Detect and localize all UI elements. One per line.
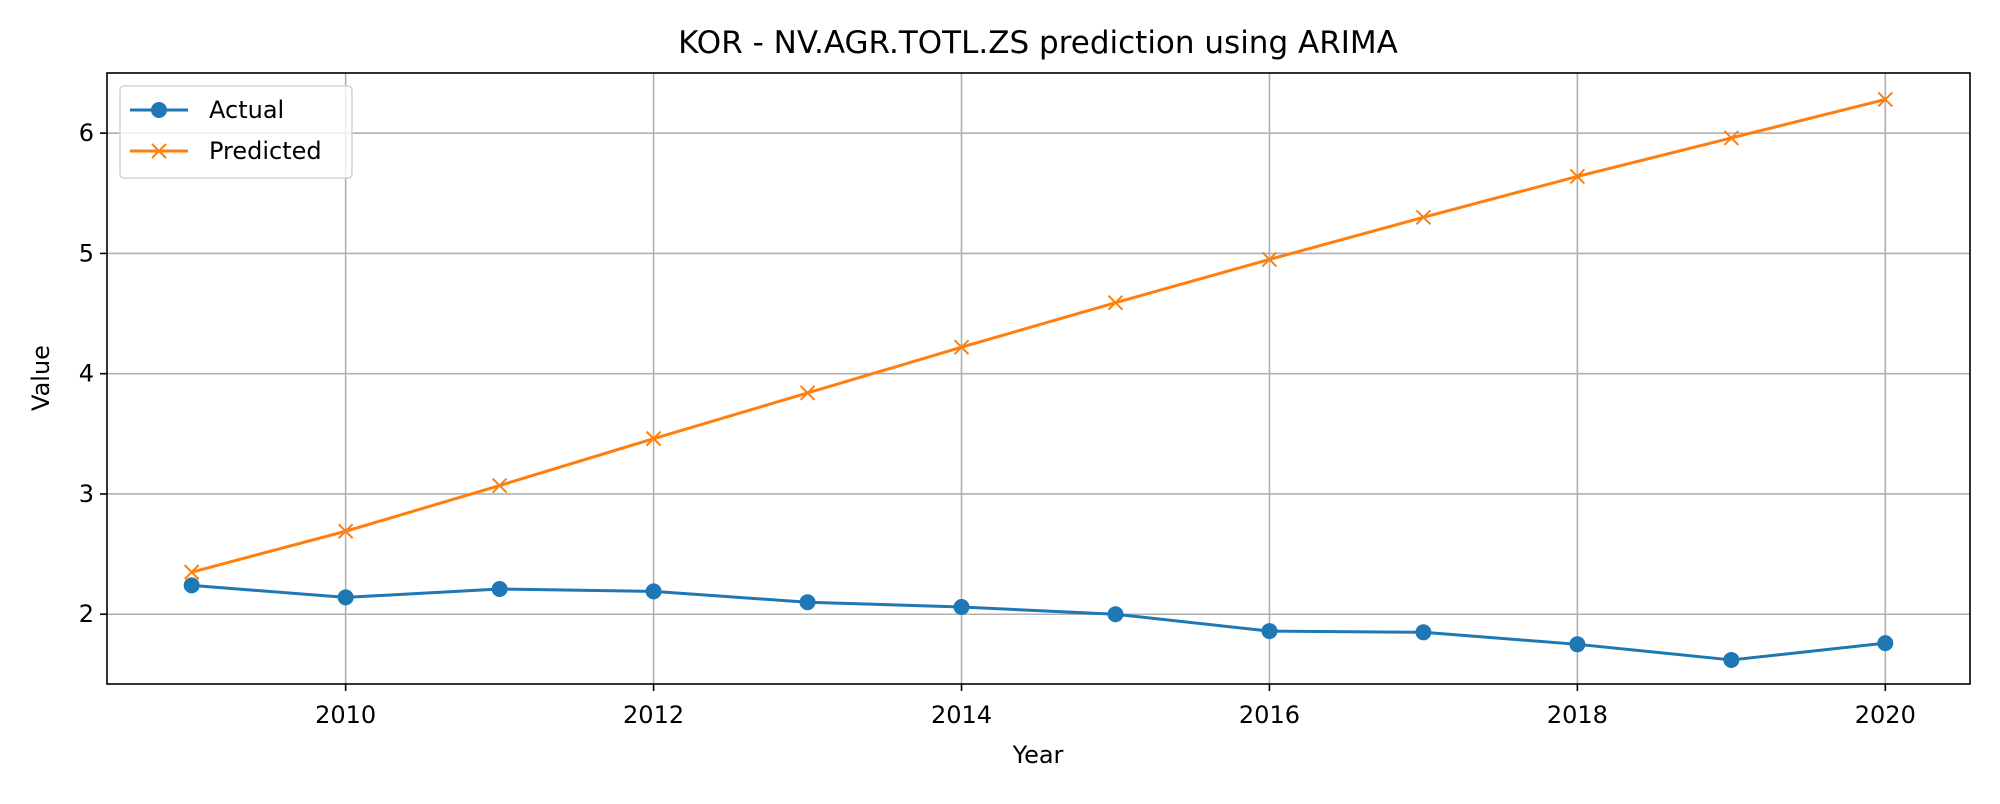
actual-point <box>1569 636 1586 653</box>
predicted-point <box>1569 168 1586 185</box>
legend-item-actual: Actual <box>130 96 284 124</box>
x-axis-label: Year <box>1012 741 1064 769</box>
predicted-point <box>183 564 200 580</box>
actual-point <box>1107 606 1124 623</box>
series-predicted <box>183 91 1894 580</box>
legend: Actual Predicted <box>119 85 353 179</box>
x-tick-label: 2012 <box>623 701 684 729</box>
chart-title: KOR - NV.AGR.TOTL.ZS prediction using AR… <box>678 25 1398 61</box>
predicted-point <box>1723 130 1740 146</box>
predicted-point <box>337 523 354 539</box>
x-tick-label: 2020 <box>1855 701 1916 729</box>
predicted-point <box>1415 209 1432 226</box>
predicted-point <box>799 385 816 401</box>
x-tick-label: 2018 <box>1547 701 1608 729</box>
y-tick-label: 5 <box>79 239 94 267</box>
actual-point <box>799 594 816 611</box>
actual-point <box>953 599 970 616</box>
actual-line <box>191 583 1886 662</box>
actual-point <box>1415 624 1432 641</box>
predicted-point <box>645 430 662 447</box>
x-tick-label: 2014 <box>931 701 992 729</box>
x-tick-label: 2010 <box>315 701 376 729</box>
series-layer <box>183 91 1894 668</box>
actual-point <box>337 589 354 606</box>
legend-label: Predicted <box>209 137 322 165</box>
axis-ticks: 2010 2012 2014 2016 2018 2020 2 3 4 5 6 <box>79 119 1916 729</box>
actual-point <box>491 580 508 597</box>
legend-label: Actual <box>209 96 284 124</box>
actual-point <box>645 583 662 600</box>
y-tick-label: 3 <box>79 480 94 508</box>
y-tick-label: 6 <box>79 119 94 147</box>
legend-item-predicted: Predicted <box>130 137 322 165</box>
legend-marker <box>151 143 167 159</box>
actual-point <box>1877 635 1894 652</box>
plot-frame <box>106 72 1971 685</box>
grid <box>107 73 1970 684</box>
actual-point <box>1261 623 1278 640</box>
predicted-point <box>491 477 508 494</box>
y-tick-label: 2 <box>79 600 94 628</box>
y-axis-label: Value <box>27 345 55 411</box>
y-tick-label: 4 <box>79 360 94 388</box>
predicted-point <box>1261 251 1278 268</box>
predicted-line <box>191 98 1886 574</box>
actual-point <box>183 577 200 594</box>
legend-marker <box>151 102 167 118</box>
predicted-point <box>1877 91 1894 108</box>
x-tick-label: 2016 <box>1239 701 1300 729</box>
series-actual <box>183 577 1894 668</box>
actual-point <box>1723 651 1740 668</box>
predicted-point <box>953 339 970 355</box>
predicted-point <box>1107 295 1124 311</box>
